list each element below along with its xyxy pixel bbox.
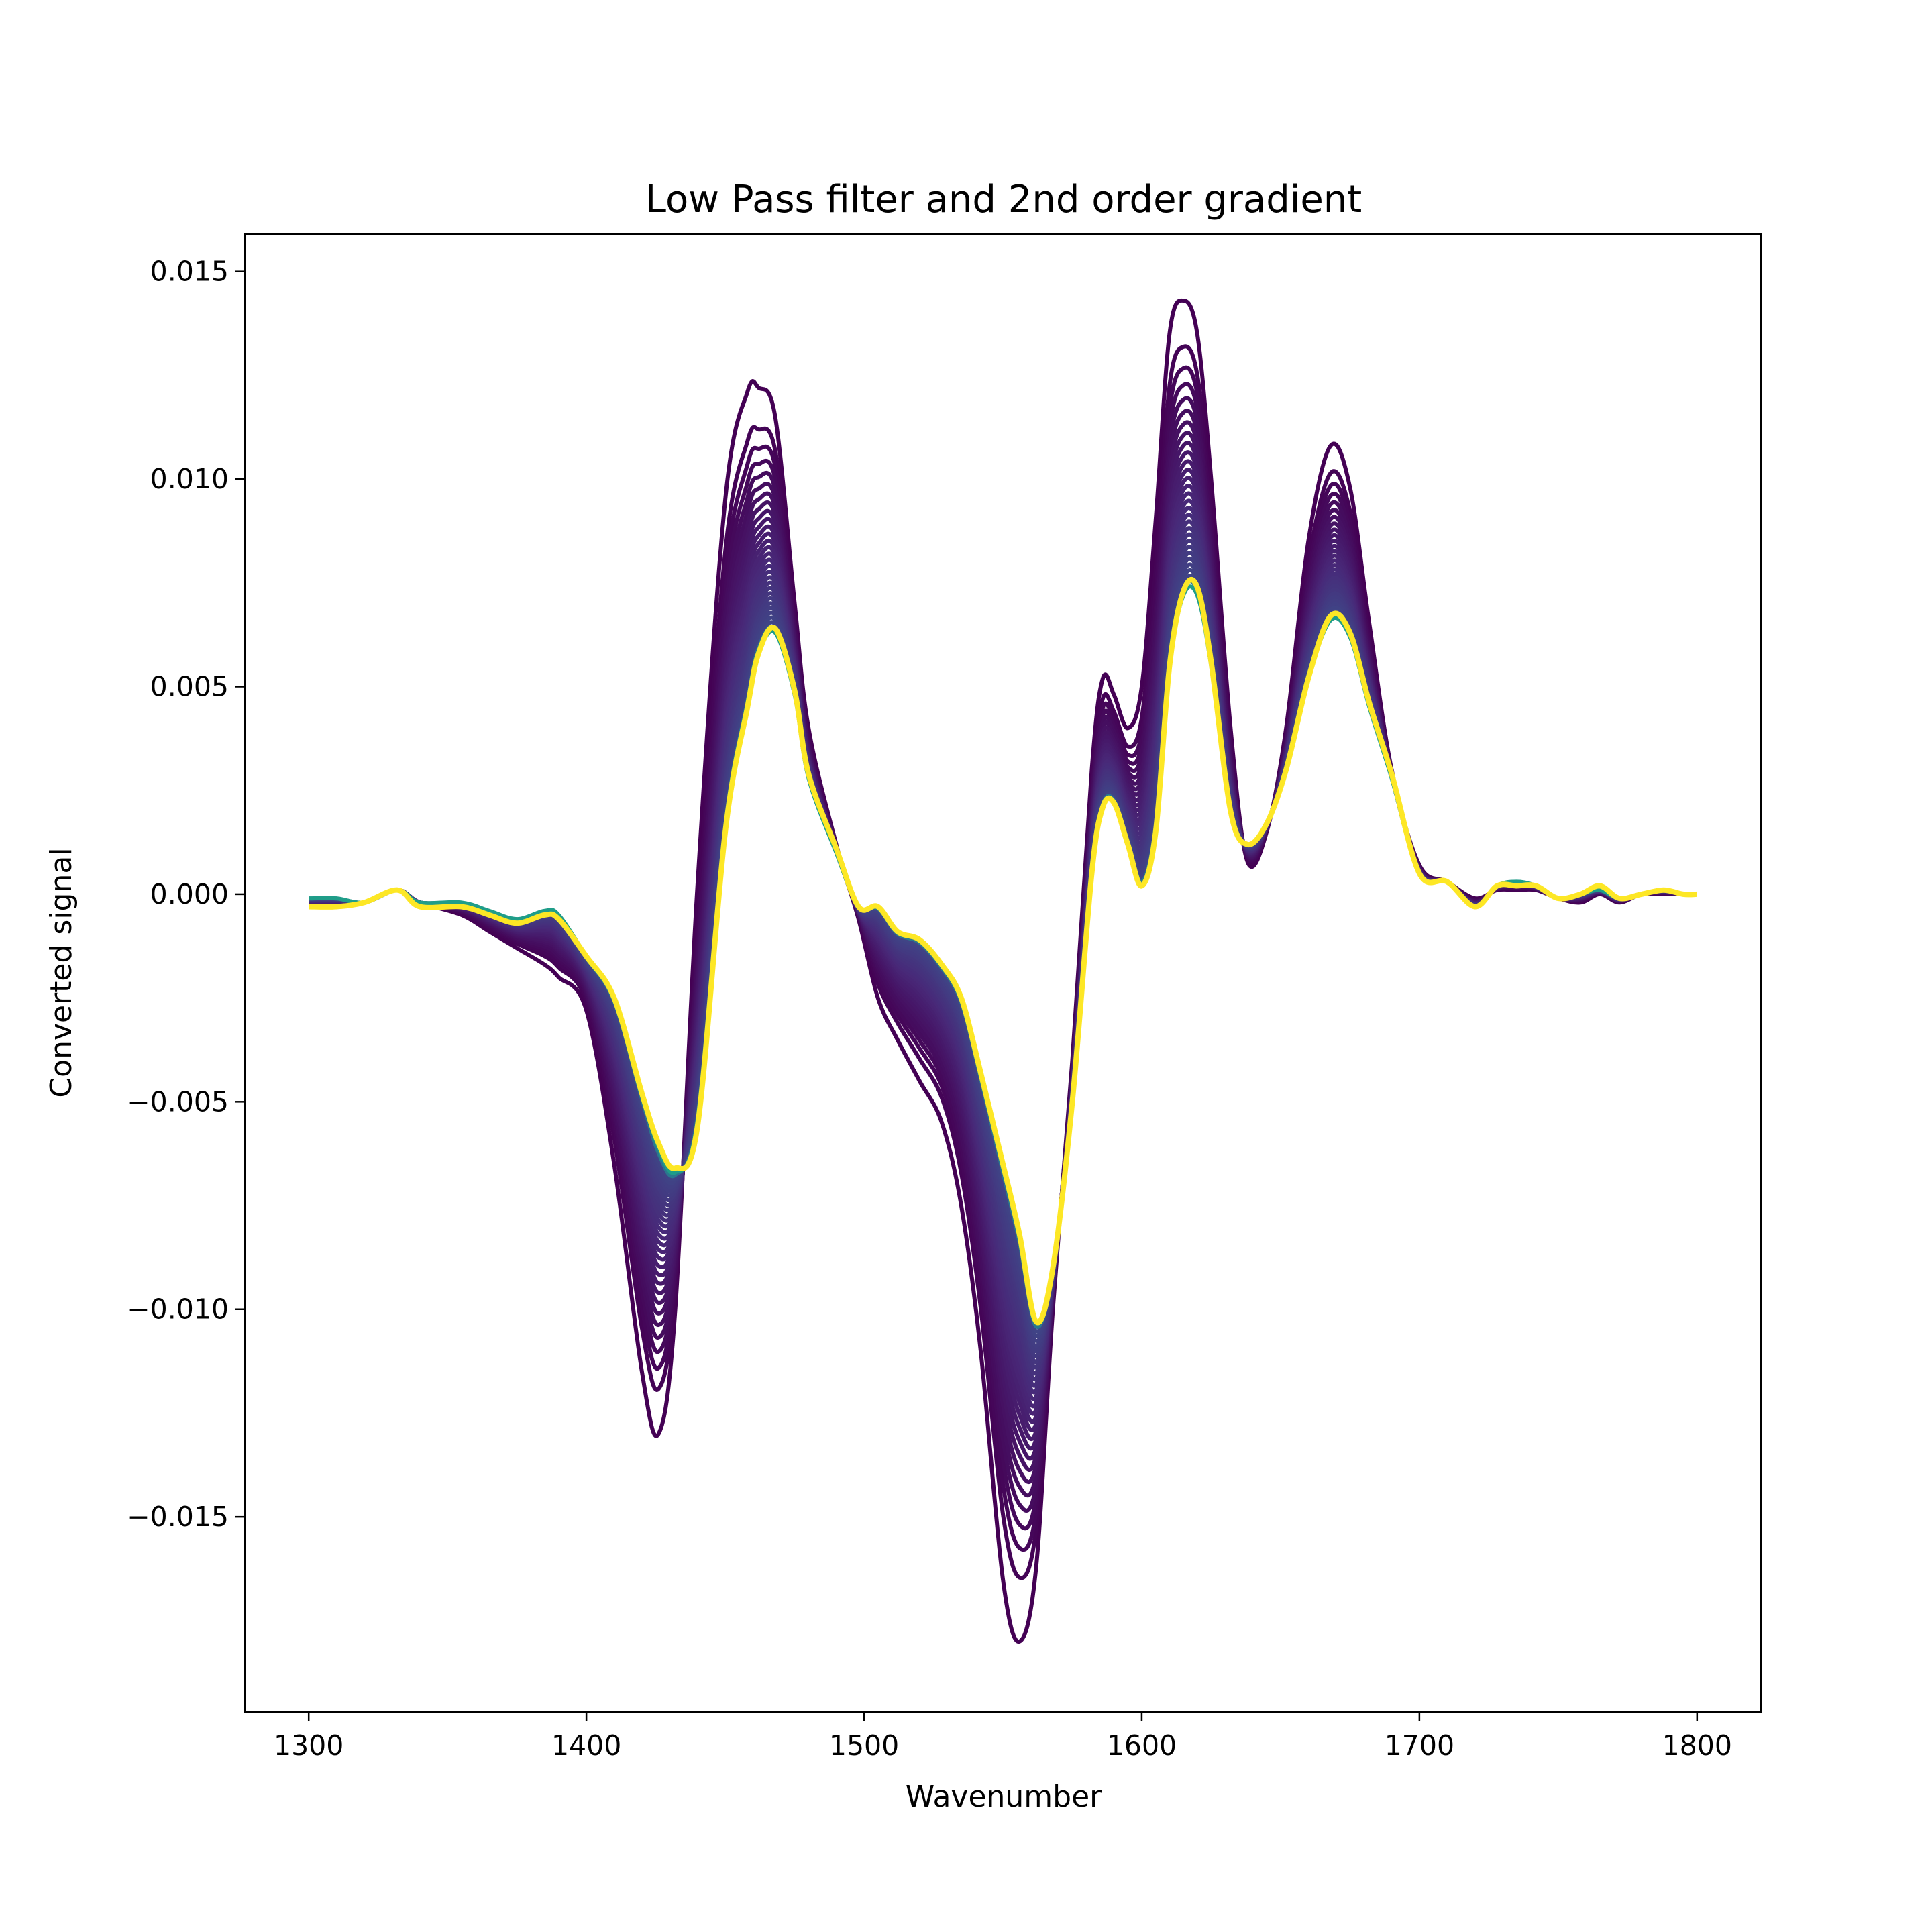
y-tick-label: −0.015 xyxy=(127,1501,229,1533)
y-tick-label: 0.015 xyxy=(150,256,229,288)
y-tick-label: 0.005 xyxy=(150,671,229,703)
x-axis: 1300 1400 1500 1600 1700 1800 xyxy=(274,1712,1732,1762)
x-tick-label: 1800 xyxy=(1662,1729,1732,1762)
x-tick-label: 1300 xyxy=(274,1729,343,1762)
x-tick-label: 1400 xyxy=(551,1729,621,1762)
y-tick-label: −0.010 xyxy=(127,1293,229,1326)
x-tick-label: 1600 xyxy=(1107,1729,1177,1762)
series-line-highlight xyxy=(309,577,1697,1326)
y-axis-label: Converted signal xyxy=(44,847,78,1097)
y-tick-label: −0.005 xyxy=(127,1085,229,1118)
plot-area xyxy=(309,298,1697,1644)
x-tick-label: 1500 xyxy=(829,1729,899,1762)
x-axis-label: Wavenumber xyxy=(906,1780,1102,1814)
y-tick-label: 0.010 xyxy=(150,463,229,495)
chart-title: Low Pass filter and 2nd order gradient xyxy=(645,178,1362,221)
axes-frame xyxy=(244,233,1762,1713)
series-group xyxy=(309,298,1697,1644)
x-tick-label: 1700 xyxy=(1385,1729,1454,1762)
y-tick-label: 0.000 xyxy=(150,878,229,910)
y-axis: −0.015 −0.010 −0.005 0.000 0.005 0.010 0.015 xyxy=(127,256,245,1533)
